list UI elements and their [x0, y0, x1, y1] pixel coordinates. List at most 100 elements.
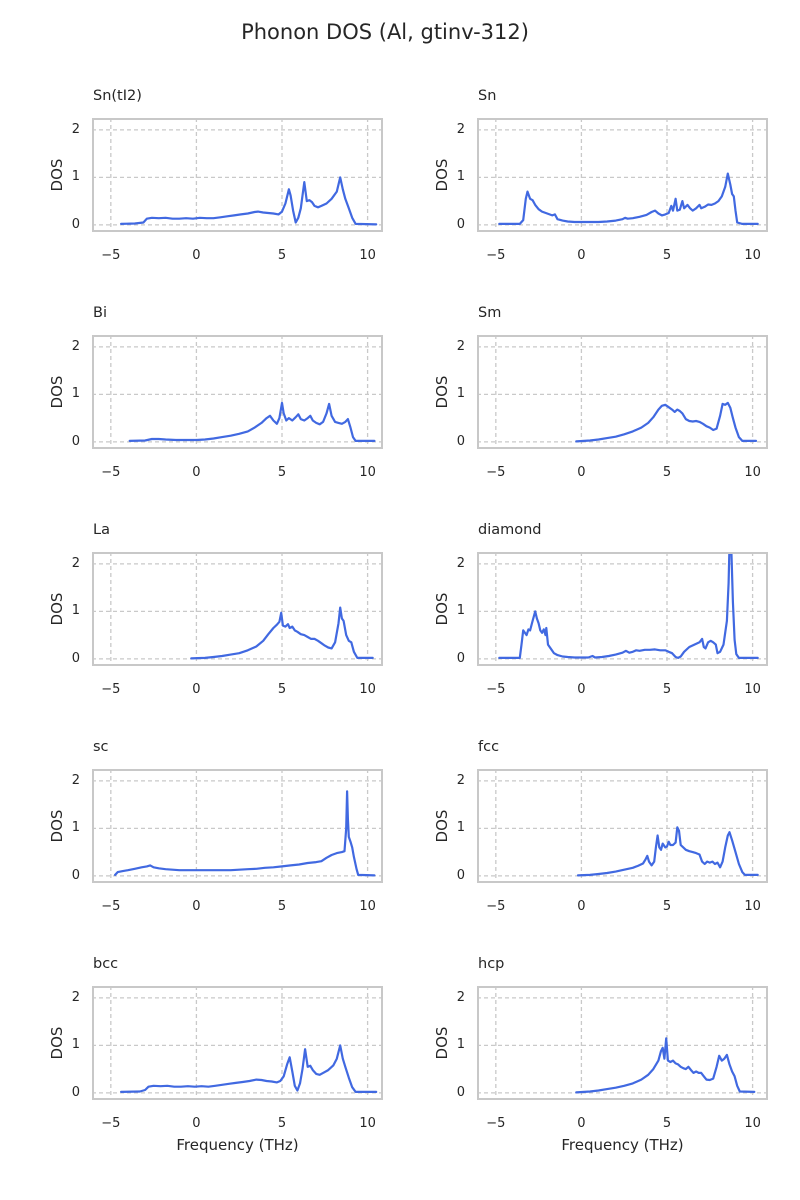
axes-spines [92, 118, 383, 232]
x-axis-label: Frequency (THz) [176, 1136, 299, 1154]
x-tick-label: −5 [486, 682, 506, 697]
x-tick-label: 5 [662, 1116, 672, 1131]
x-tick-label: 5 [662, 682, 672, 697]
x-tick-label: −5 [486, 1116, 506, 1131]
x-tick-label: 0 [192, 248, 201, 263]
dos-curve-bi [128, 401, 376, 442]
dos-curve-la [190, 606, 374, 660]
plot-area-diamond [477, 552, 768, 666]
x-tick-label: −5 [486, 248, 506, 263]
y-tick-label: 0 [456, 1084, 465, 1100]
subplot-bcc: bcc DOS 0 1 2 −5 0 5 10 Frequency (THz) [48, 956, 383, 1154]
plot-area-la [92, 552, 383, 666]
y-tick-label: 0 [71, 433, 80, 449]
subplot-sc: sc DOS 0 1 2 −5 0 5 10 [48, 739, 383, 914]
y-tick-label: 1 [456, 386, 465, 402]
figure-title: Phonon DOS (Al, gtinv-312) [241, 20, 529, 44]
y-tick-label: 2 [456, 121, 465, 137]
x-tick-label: 5 [277, 248, 287, 263]
x-tick-label: 5 [277, 465, 287, 480]
dos-curve-diamond [498, 552, 759, 659]
axes-spines [477, 986, 768, 1100]
axes-spines [477, 769, 768, 883]
y-tick-label: 1 [71, 169, 80, 185]
plot-area-bi [92, 335, 383, 449]
plot-area-hcp [477, 986, 768, 1100]
subplot-title-bcc: bcc [93, 956, 119, 972]
x-tick-label: 0 [192, 1116, 201, 1131]
dos-curve-sn [498, 172, 759, 225]
dos-curve-sn-ti2 [120, 176, 378, 226]
y-tick-label: 1 [71, 1037, 80, 1053]
subplot-title-la: La [93, 522, 110, 538]
y-tick-label: 2 [71, 772, 80, 788]
x-tick-label: 0 [577, 1116, 586, 1131]
y-tick-label: 1 [456, 820, 465, 836]
x-tick-label: 5 [662, 899, 672, 914]
y-tick-label: 2 [71, 555, 80, 571]
x-tick-label: 0 [577, 682, 586, 697]
x-tick-label: −5 [101, 899, 121, 914]
y-tick-label: 0 [71, 1084, 80, 1100]
x-tick-label: 5 [277, 1116, 287, 1131]
y-tick-label: 2 [71, 338, 80, 354]
x-tick-label: 0 [192, 899, 201, 914]
x-tick-label: 10 [359, 1116, 376, 1131]
x-tick-label: −5 [486, 465, 506, 480]
subplot-title-sm: Sm [478, 305, 502, 321]
y-tick-label: 1 [456, 1037, 465, 1053]
x-tick-label: 10 [744, 248, 761, 263]
plot-area-sn-ti2 [92, 118, 383, 232]
x-tick-label: 5 [662, 465, 672, 480]
subplot-fcc: fcc DOS 0 1 2 −5 0 5 10 [433, 739, 768, 914]
subplot-title-sn: Sn [478, 88, 497, 104]
subplot-title-diamond: diamond [478, 522, 542, 538]
y-tick-label: 2 [71, 121, 80, 137]
x-tick-label: 0 [577, 465, 586, 480]
plot-area-fcc [477, 769, 768, 883]
x-tick-label: 10 [744, 682, 761, 697]
axes-spines [477, 118, 768, 232]
plot-area-sc [92, 769, 383, 883]
subplot-bi: Bi DOS 0 1 2 −5 0 5 10 [48, 305, 383, 480]
subplot-diamond: diamond DOS 0 1 2 −5 0 5 10 [433, 522, 768, 697]
x-tick-label: 10 [359, 248, 376, 263]
x-tick-label: 0 [192, 682, 201, 697]
x-tick-label: −5 [101, 248, 121, 263]
y-tick-label: 0 [71, 867, 80, 883]
y-tick-label: 1 [71, 386, 80, 402]
x-tick-label: 5 [277, 899, 287, 914]
dos-curve-sc [114, 790, 376, 877]
plot-area-sn [477, 118, 768, 232]
plot-area-bcc [92, 986, 383, 1100]
x-tick-label: 5 [662, 248, 672, 263]
subplot-title-bi: Bi [93, 305, 107, 321]
x-tick-label: 10 [744, 899, 761, 914]
dos-curve-fcc [576, 826, 759, 877]
plot-area-sm [477, 335, 768, 449]
subplot-sm: Sm DOS 0 1 2 −5 0 5 10 [433, 305, 768, 480]
axes-spines [92, 986, 383, 1100]
y-tick-label: 0 [71, 216, 80, 232]
dos-curve-sm [575, 401, 758, 443]
y-tick-label: 2 [456, 772, 465, 788]
subplot-title-hcp: hcp [478, 956, 505, 972]
y-tick-label: 0 [71, 650, 80, 666]
x-tick-label: 0 [577, 899, 586, 914]
subplot-title-fcc: fcc [478, 739, 500, 755]
subplot-hcp: hcp DOS 0 1 2 −5 0 5 10 Frequency (THz) [433, 956, 768, 1154]
x-tick-label: −5 [101, 1116, 121, 1131]
y-tick-label: 1 [456, 169, 465, 185]
x-tick-label: −5 [101, 682, 121, 697]
subplot-title-sn-ti2: Sn(tI2) [93, 88, 142, 104]
subplot-title-sc: sc [93, 739, 109, 755]
y-tick-label: 2 [71, 989, 80, 1005]
axes-spines [477, 335, 768, 449]
x-tick-label: 10 [744, 465, 761, 480]
x-tick-label: 10 [359, 465, 376, 480]
x-tick-label: 5 [277, 682, 287, 697]
subplot-sn: Sn DOS 0 1 2 −5 0 5 10 [433, 88, 768, 263]
y-tick-label: 2 [456, 555, 465, 571]
x-tick-label: 0 [192, 465, 201, 480]
dos-curve-bcc [120, 1044, 378, 1093]
